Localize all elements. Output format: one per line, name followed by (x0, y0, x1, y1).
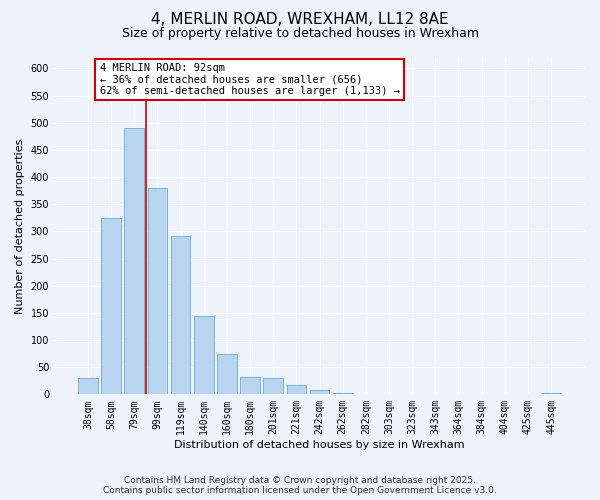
Bar (171, 236, 190, 394)
Bar (240, 377, 260, 394)
Bar (148, 188, 167, 394)
Bar (541, 393, 561, 394)
Text: 4 MERLIN ROAD: 92sqm
← 36% of detached houses are smaller (656)
62% of semi-deta: 4 MERLIN ROAD: 92sqm ← 36% of detached h… (100, 63, 400, 96)
Bar (287, 384, 306, 394)
X-axis label: Distribution of detached houses by size in Wrexham: Distribution of detached houses by size … (174, 440, 465, 450)
Y-axis label: Number of detached properties: Number of detached properties (15, 138, 25, 314)
Text: Size of property relative to detached houses in Wrexham: Size of property relative to detached ho… (121, 28, 479, 40)
Bar (217, 354, 237, 395)
Bar (124, 128, 144, 394)
Bar (194, 316, 214, 394)
Bar (333, 393, 353, 394)
Text: 4, MERLIN ROAD, WREXHAM, LL12 8AE: 4, MERLIN ROAD, WREXHAM, LL12 8AE (151, 12, 449, 28)
Bar (101, 218, 121, 394)
Bar (263, 378, 283, 394)
Bar (78, 378, 98, 394)
Bar (310, 390, 329, 394)
Text: Contains HM Land Registry data © Crown copyright and database right 2025.
Contai: Contains HM Land Registry data © Crown c… (103, 476, 497, 495)
